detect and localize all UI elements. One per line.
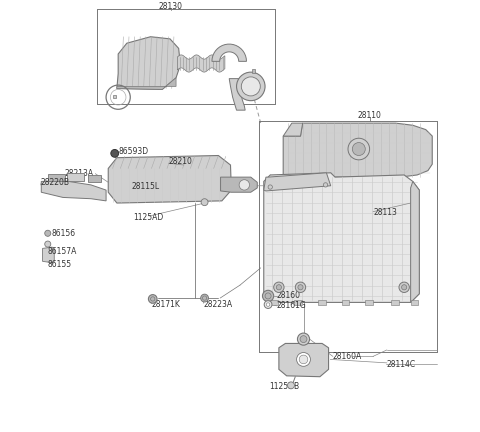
Polygon shape [341,300,349,305]
Polygon shape [410,181,420,302]
Polygon shape [221,177,257,192]
Polygon shape [41,181,106,201]
Circle shape [111,149,119,157]
Circle shape [237,72,265,101]
Circle shape [266,303,270,306]
Text: 86157A: 86157A [48,247,77,256]
Circle shape [241,77,260,96]
Bar [88,175,101,182]
Circle shape [402,285,407,290]
Polygon shape [117,37,180,89]
Bar [67,173,84,181]
Text: 28220B: 28220B [40,178,70,187]
Polygon shape [283,123,302,136]
Polygon shape [108,156,231,203]
Circle shape [45,230,51,236]
Circle shape [268,185,272,189]
Polygon shape [318,300,325,305]
Polygon shape [294,300,302,305]
Polygon shape [117,78,176,89]
Circle shape [399,282,409,292]
Text: 28110: 28110 [358,111,382,120]
Circle shape [239,180,250,190]
Circle shape [300,336,307,343]
Circle shape [348,138,370,160]
Polygon shape [264,173,331,191]
Circle shape [299,355,308,364]
Circle shape [324,183,328,187]
Circle shape [295,282,306,292]
Circle shape [45,241,51,247]
Circle shape [298,285,303,290]
Bar [112,95,116,98]
Text: 86593D: 86593D [118,147,148,156]
Polygon shape [279,343,328,377]
Text: 1125DB: 1125DB [269,382,300,391]
Circle shape [265,293,271,299]
Text: 28160: 28160 [276,292,300,300]
Circle shape [297,353,311,366]
Circle shape [201,199,208,206]
Text: 28160A: 28160A [333,352,362,361]
Polygon shape [177,55,225,72]
Circle shape [203,296,207,300]
Text: 28210: 28210 [169,158,192,166]
Circle shape [148,295,157,303]
Polygon shape [270,300,278,305]
Text: 28223A: 28223A [204,300,232,309]
Text: 28114C: 28114C [387,360,416,368]
Text: 28115L: 28115L [132,182,160,191]
Circle shape [276,285,281,290]
Polygon shape [229,79,245,110]
Polygon shape [365,300,373,305]
Text: 28113: 28113 [374,208,398,217]
Circle shape [263,290,274,302]
Circle shape [264,301,272,308]
Polygon shape [391,300,399,305]
Text: 28130: 28130 [159,2,183,11]
Circle shape [298,333,310,345]
Text: 1125AD: 1125AD [133,213,163,222]
Polygon shape [212,44,247,61]
Text: 86156: 86156 [51,229,75,238]
Polygon shape [410,300,419,305]
Circle shape [274,282,284,292]
Polygon shape [283,123,432,181]
Text: 86155: 86155 [48,260,72,269]
Circle shape [352,143,365,156]
Circle shape [288,382,294,389]
Bar [48,174,65,181]
Circle shape [151,297,155,301]
Text: 28161G: 28161G [276,302,306,310]
Circle shape [201,294,208,302]
Polygon shape [43,247,54,263]
Text: 28213A: 28213A [64,169,93,178]
Bar [252,69,255,73]
Polygon shape [264,173,420,302]
Text: 28171K: 28171K [152,300,180,309]
